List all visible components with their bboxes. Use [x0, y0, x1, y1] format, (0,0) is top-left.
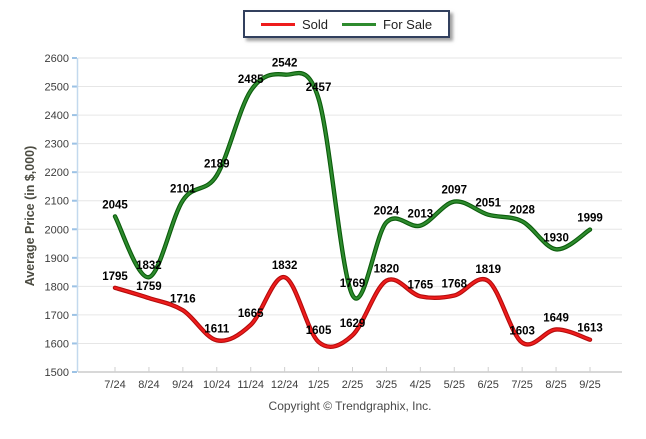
for-sale-line-swatch	[342, 22, 377, 26]
legend-label-sold: Sold	[302, 16, 329, 32]
svg-text:1500: 1500	[45, 367, 69, 379]
svg-text:2028: 2028	[509, 204, 535, 216]
svg-text:1820: 1820	[374, 264, 400, 276]
svg-text:1832: 1832	[136, 260, 162, 272]
svg-text:2300: 2300	[45, 139, 69, 151]
svg-text:4/25: 4/25	[410, 379, 431, 391]
svg-text:1765: 1765	[408, 279, 434, 291]
svg-text:7/24: 7/24	[104, 379, 125, 391]
svg-text:2200: 2200	[45, 167, 69, 179]
legend-item-for-sale: For Sale	[342, 17, 432, 32]
svg-text:10/24: 10/24	[203, 379, 231, 391]
svg-text:1629: 1629	[340, 318, 366, 330]
svg-text:1769: 1769	[340, 278, 366, 290]
svg-text:2101: 2101	[170, 183, 196, 195]
svg-text:1999: 1999	[577, 213, 603, 225]
svg-text:2542: 2542	[272, 58, 298, 70]
svg-text:1665: 1665	[238, 308, 264, 320]
svg-text:2189: 2189	[204, 158, 230, 170]
svg-text:1600: 1600	[45, 338, 69, 350]
svg-text:1/25: 1/25	[308, 379, 329, 391]
svg-text:2051: 2051	[475, 198, 501, 210]
svg-text:1700: 1700	[45, 310, 69, 322]
svg-text:1795: 1795	[102, 271, 128, 283]
copyright-notice: Copyright © Trendgraphix, Inc.	[268, 399, 432, 413]
legend-item-sold: Sold	[261, 17, 328, 32]
svg-text:1930: 1930	[543, 232, 569, 244]
svg-text:11/24: 11/24	[237, 379, 264, 391]
svg-text:1605: 1605	[306, 325, 332, 337]
svg-text:2000: 2000	[45, 224, 69, 236]
svg-text:9/25: 9/25	[579, 379, 600, 391]
svg-text:8/24: 8/24	[138, 379, 159, 391]
svg-text:2/25: 2/25	[342, 379, 363, 391]
svg-text:6/25: 6/25	[478, 379, 499, 391]
svg-text:1649: 1649	[543, 312, 569, 324]
svg-text:12/24: 12/24	[271, 379, 299, 391]
svg-text:2097: 2097	[441, 185, 467, 197]
svg-text:7/25: 7/25	[511, 379, 532, 391]
svg-text:5/25: 5/25	[444, 379, 465, 391]
svg-text:2400: 2400	[45, 110, 69, 122]
sold-line-swatch	[261, 22, 295, 26]
svg-text:1900: 1900	[45, 253, 69, 265]
svg-text:2100: 2100	[45, 196, 69, 208]
svg-text:2024: 2024	[374, 205, 400, 217]
svg-text:1759: 1759	[136, 281, 162, 293]
svg-text:1832: 1832	[272, 260, 298, 272]
svg-text:9/24: 9/24	[172, 379, 193, 391]
y-axis-title: Average Price (in $,000)	[23, 145, 37, 287]
svg-text:1800: 1800	[45, 281, 69, 293]
svg-text:1716: 1716	[170, 293, 196, 305]
svg-text:2485: 2485	[238, 74, 264, 86]
svg-text:1613: 1613	[577, 323, 603, 335]
chart-legend: Sold For Sale	[243, 10, 451, 38]
svg-text:1603: 1603	[509, 326, 535, 338]
svg-text:1611: 1611	[204, 323, 230, 335]
svg-text:2500: 2500	[45, 82, 69, 94]
svg-text:2457: 2457	[306, 82, 332, 94]
svg-text:2013: 2013	[408, 209, 434, 221]
svg-text:2045: 2045	[102, 199, 128, 211]
svg-text:8/25: 8/25	[545, 379, 566, 391]
svg-text:1768: 1768	[441, 278, 467, 290]
legend-label-for-sale: For Sale	[383, 16, 433, 32]
svg-text:2600: 2600	[45, 53, 69, 65]
svg-text:3/25: 3/25	[376, 379, 397, 391]
svg-text:1819: 1819	[475, 264, 501, 276]
